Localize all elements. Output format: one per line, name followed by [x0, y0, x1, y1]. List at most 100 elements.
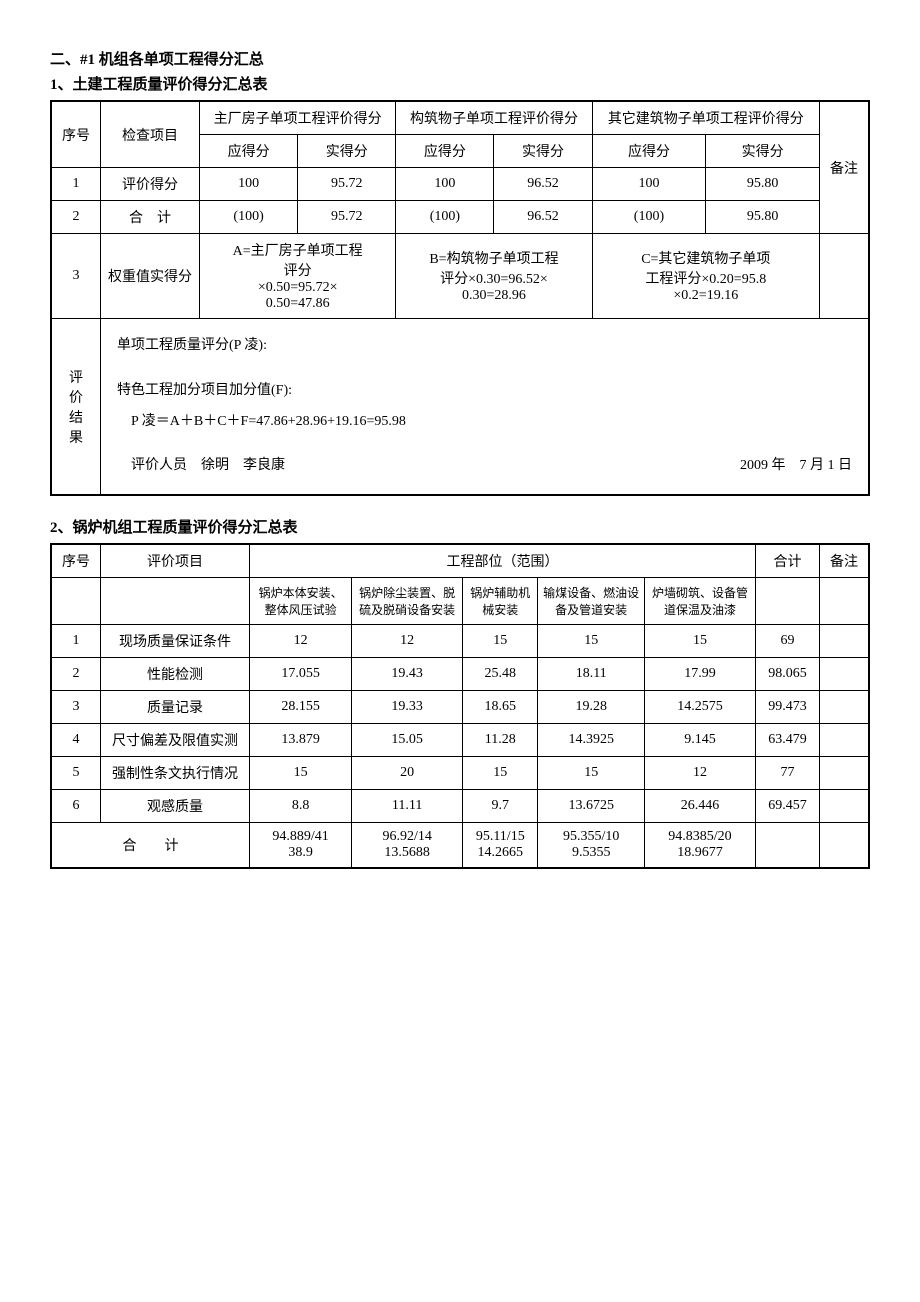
- cell: 强制性条文执行情况: [101, 757, 250, 790]
- cell: 15.05: [352, 724, 463, 757]
- th-col1: 主厂房子单项工程评价得分: [200, 101, 396, 135]
- cell: 合 计: [101, 201, 200, 234]
- table2-subheader-row: 锅炉本体安装、整体风压试验 锅炉除尘装置、脱硫及脱硝设备安装 锅炉辅助机械安装 …: [51, 578, 869, 625]
- cell: 96.52: [494, 168, 592, 201]
- cell: 18.11: [538, 658, 645, 691]
- cell: 1: [51, 625, 101, 658]
- th-total: 合计: [756, 544, 820, 578]
- cell: 96.92/1413.5688: [352, 823, 463, 869]
- cell: 11.11: [352, 790, 463, 823]
- cell: 现场质量保证条件: [101, 625, 250, 658]
- sub-s5: 炉墙砌筑、设备管道保温及油漆: [644, 578, 755, 625]
- cell: 3: [51, 691, 101, 724]
- table1: 序号 检查项目 主厂房子单项工程评价得分 构筑物子单项工程评价得分 其它建筑物子…: [50, 100, 870, 496]
- eval-result-content: 单项工程质量评分(P 凌): 特色工程加分项目加分值(F): P 凌＝A＋B＋C…: [101, 319, 870, 496]
- cell: 评价得分: [101, 168, 200, 201]
- formula-c: C=其它建筑物子单项工程评分×0.20=95.8×0.2=19.16: [592, 234, 819, 319]
- cell: [820, 658, 870, 691]
- sub-s4: 输煤设备、燃油设备及管道安装: [538, 578, 645, 625]
- cell: 性能检测: [101, 658, 250, 691]
- cell: 63.479: [756, 724, 820, 757]
- cell: 观感质量: [101, 790, 250, 823]
- cell: 19.33: [352, 691, 463, 724]
- cell: 100: [200, 168, 298, 201]
- cell: 77: [756, 757, 820, 790]
- eval-date: 2009 年 7 月 1 日: [740, 451, 852, 482]
- cell: 13.6725: [538, 790, 645, 823]
- cell: 100: [592, 168, 706, 201]
- sub-blank2: [101, 578, 250, 625]
- cell: 95.355/109.5355: [538, 823, 645, 869]
- th-item: 检查项目: [101, 101, 200, 168]
- cell: 质量记录: [101, 691, 250, 724]
- cell: 19.28: [538, 691, 645, 724]
- cell: 15: [538, 625, 645, 658]
- table2-title: 2、锅炉机组工程质量评价得分汇总表: [50, 516, 870, 537]
- table2-header-row1: 序号 评价项目 工程部位（范围） 合计 备注: [51, 544, 869, 578]
- th-seq: 序号: [51, 101, 101, 168]
- section-title: 二、#1 机组各单项工程得分汇总: [50, 48, 870, 69]
- result-line2: 特色工程加分项目加分值(F):: [117, 376, 852, 407]
- cell: 9.7: [463, 790, 538, 823]
- cell: 69: [756, 625, 820, 658]
- table1-title: 1、土建工程质量评价得分汇总表: [50, 73, 870, 94]
- th-seq: 序号: [51, 544, 101, 578]
- table1-header-row1: 序号 检查项目 主厂房子单项工程评价得分 构筑物子单项工程评价得分 其它建筑物子…: [51, 101, 869, 135]
- cell: 18.65: [463, 691, 538, 724]
- table1-row2: 2 合 计 (100) 95.72 (100) 96.52 (100) 95.8…: [51, 201, 869, 234]
- table1-row1: 1 评价得分 100 95.72 100 96.52 100 95.80: [51, 168, 869, 201]
- sub-s3: 锅炉辅助机械安装: [463, 578, 538, 625]
- cell: 6: [51, 790, 101, 823]
- cell: 12: [352, 625, 463, 658]
- sub-s1: 锅炉本体安装、整体风压试验: [250, 578, 352, 625]
- cell: 尺寸偏差及限值实测: [101, 724, 250, 757]
- cell: 95.11/1514.2665: [463, 823, 538, 869]
- cell: 15: [644, 625, 755, 658]
- th-col2: 构筑物子单项工程评价得分: [396, 101, 592, 135]
- formula-b: B=构筑物子单项工程评分×0.30=96.52×0.30=28.96: [396, 234, 592, 319]
- th-actual-3: 实得分: [706, 135, 820, 168]
- cell: 17.99: [644, 658, 755, 691]
- cell: 11.28: [463, 724, 538, 757]
- table-row: 2 性能检测 17.055 19.43 25.48 18.11 17.99 98…: [51, 658, 869, 691]
- cell: [820, 790, 870, 823]
- cell: (100): [200, 201, 298, 234]
- table-row: 5 强制性条文执行情况 15 20 15 15 12 77: [51, 757, 869, 790]
- table1-row3: 3 权重值实得分 A=主厂房子单项工程评分×0.50=95.72×0.50=47…: [51, 234, 869, 319]
- sub-s2: 锅炉除尘装置、脱硫及脱硝设备安装: [352, 578, 463, 625]
- total-label: 合 计: [51, 823, 250, 869]
- th-item: 评价项目: [101, 544, 250, 578]
- cell: 14.2575: [644, 691, 755, 724]
- cell: 94.889/4138.9: [250, 823, 352, 869]
- cell: 95.80: [706, 201, 820, 234]
- cell: 15: [463, 625, 538, 658]
- cell: (100): [396, 201, 494, 234]
- th-actual-2: 实得分: [494, 135, 592, 168]
- cell: [820, 625, 870, 658]
- table1-result-row: 评价结果 单项工程质量评分(P 凌): 特色工程加分项目加分值(F): P 凌＝…: [51, 319, 869, 496]
- cell: 2: [51, 201, 101, 234]
- result-line3: P 凌＝A＋B＋C＋F=47.86+28.96+19.16=95.98: [117, 407, 852, 438]
- sub-blank1: [51, 578, 101, 625]
- cell: 3: [51, 234, 101, 319]
- th-scope: 工程部位（范围）: [250, 544, 756, 578]
- table-row: 1 现场质量保证条件 12 12 15 15 15 69: [51, 625, 869, 658]
- cell: 5: [51, 757, 101, 790]
- th-actual-1: 实得分: [298, 135, 396, 168]
- table-row: 4 尺寸偏差及限值实测 13.879 15.05 11.28 14.3925 9…: [51, 724, 869, 757]
- cell: 95.80: [706, 168, 820, 201]
- cell: 14.3925: [538, 724, 645, 757]
- th-should-3: 应得分: [592, 135, 706, 168]
- cell: 25.48: [463, 658, 538, 691]
- sub-blank3: [756, 578, 820, 625]
- formula-a: A=主厂房子单项工程评分×0.50=95.72×0.50=47.86: [200, 234, 396, 319]
- cell: 69.457: [756, 790, 820, 823]
- cell: 8.8: [250, 790, 352, 823]
- th-should-1: 应得分: [200, 135, 298, 168]
- cell: 100: [396, 168, 494, 201]
- th-note: 备注: [820, 544, 870, 578]
- cell: 1: [51, 168, 101, 201]
- cell: 12: [644, 757, 755, 790]
- evaluator: 评价人员 徐明 李良康: [117, 451, 285, 482]
- th-col3: 其它建筑物子单项工程评价得分: [592, 101, 819, 135]
